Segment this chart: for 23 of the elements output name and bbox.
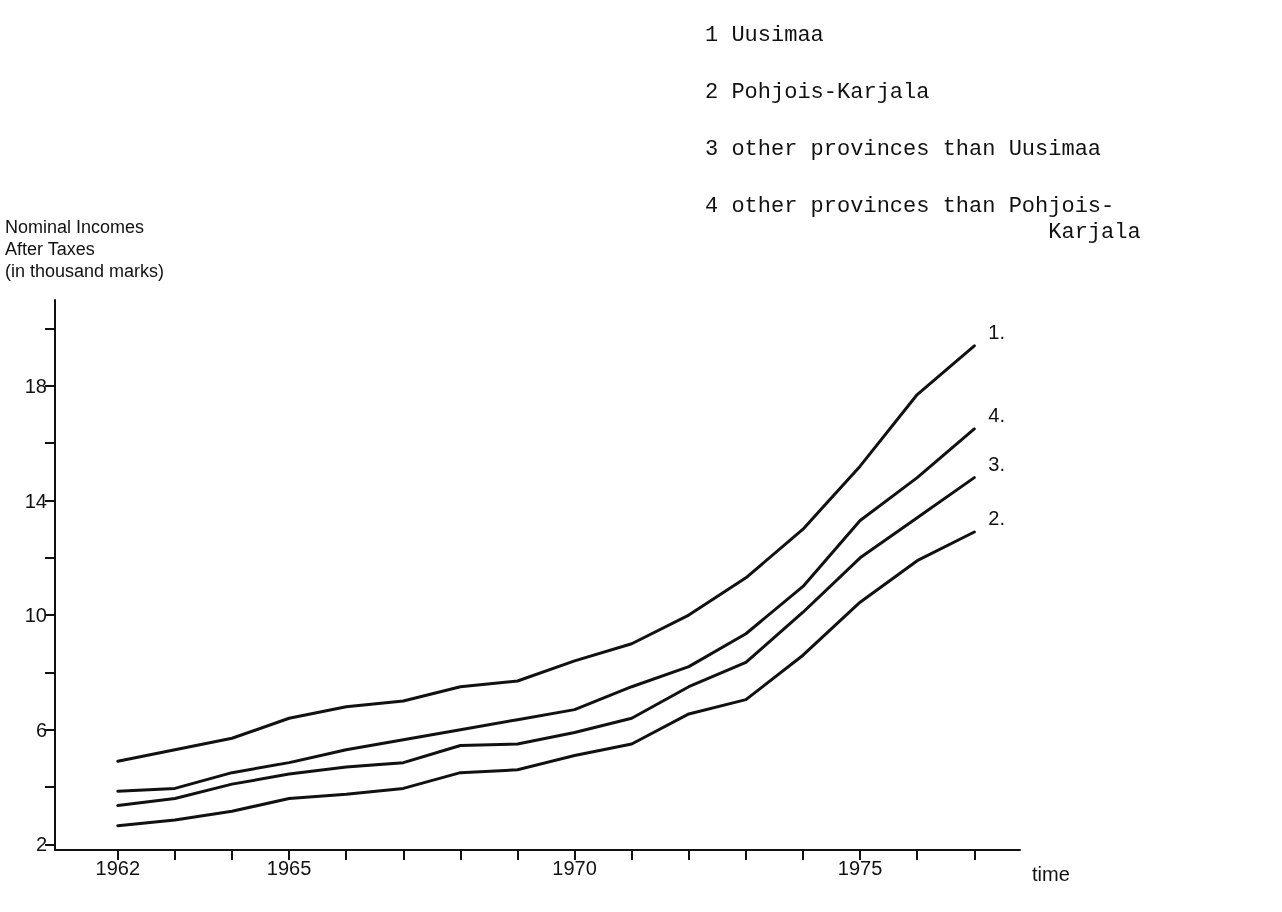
line-series (116, 344, 976, 763)
y-tick-label: 10 (24, 604, 47, 627)
series-label: 4. (988, 403, 1006, 426)
line-series (116, 530, 976, 828)
series-label: 2. (988, 507, 1006, 530)
y-tick-label: 18 (24, 374, 47, 397)
x-tick-label: 1970 (552, 857, 597, 879)
line-series (116, 476, 976, 808)
series-label: 1. (988, 320, 1006, 343)
x-tick-label: 1975 (837, 857, 883, 879)
x-tick-label: 1962 (95, 857, 141, 879)
text: 4 other provinces than Pohjois- Karjala (705, 193, 1141, 245)
y-tick-label: 2 (35, 833, 47, 856)
line-series (116, 427, 976, 793)
x-axis-title: time (1032, 863, 1070, 885)
y-tick-label: 6 (35, 718, 47, 741)
y-tick-label: 14 (24, 489, 47, 512)
series-label: 3. (988, 452, 1006, 475)
text: 2 Pohjois-Karjala (705, 79, 930, 105)
x-tick-label: 1965 (266, 857, 312, 879)
text: 1 Uusimaa (705, 22, 824, 48)
text: 3 other provinces than Uusimaa (705, 136, 1102, 162)
y-axis-title: Nominal Incomes After Taxes (in thousand marks) (5, 217, 165, 281)
